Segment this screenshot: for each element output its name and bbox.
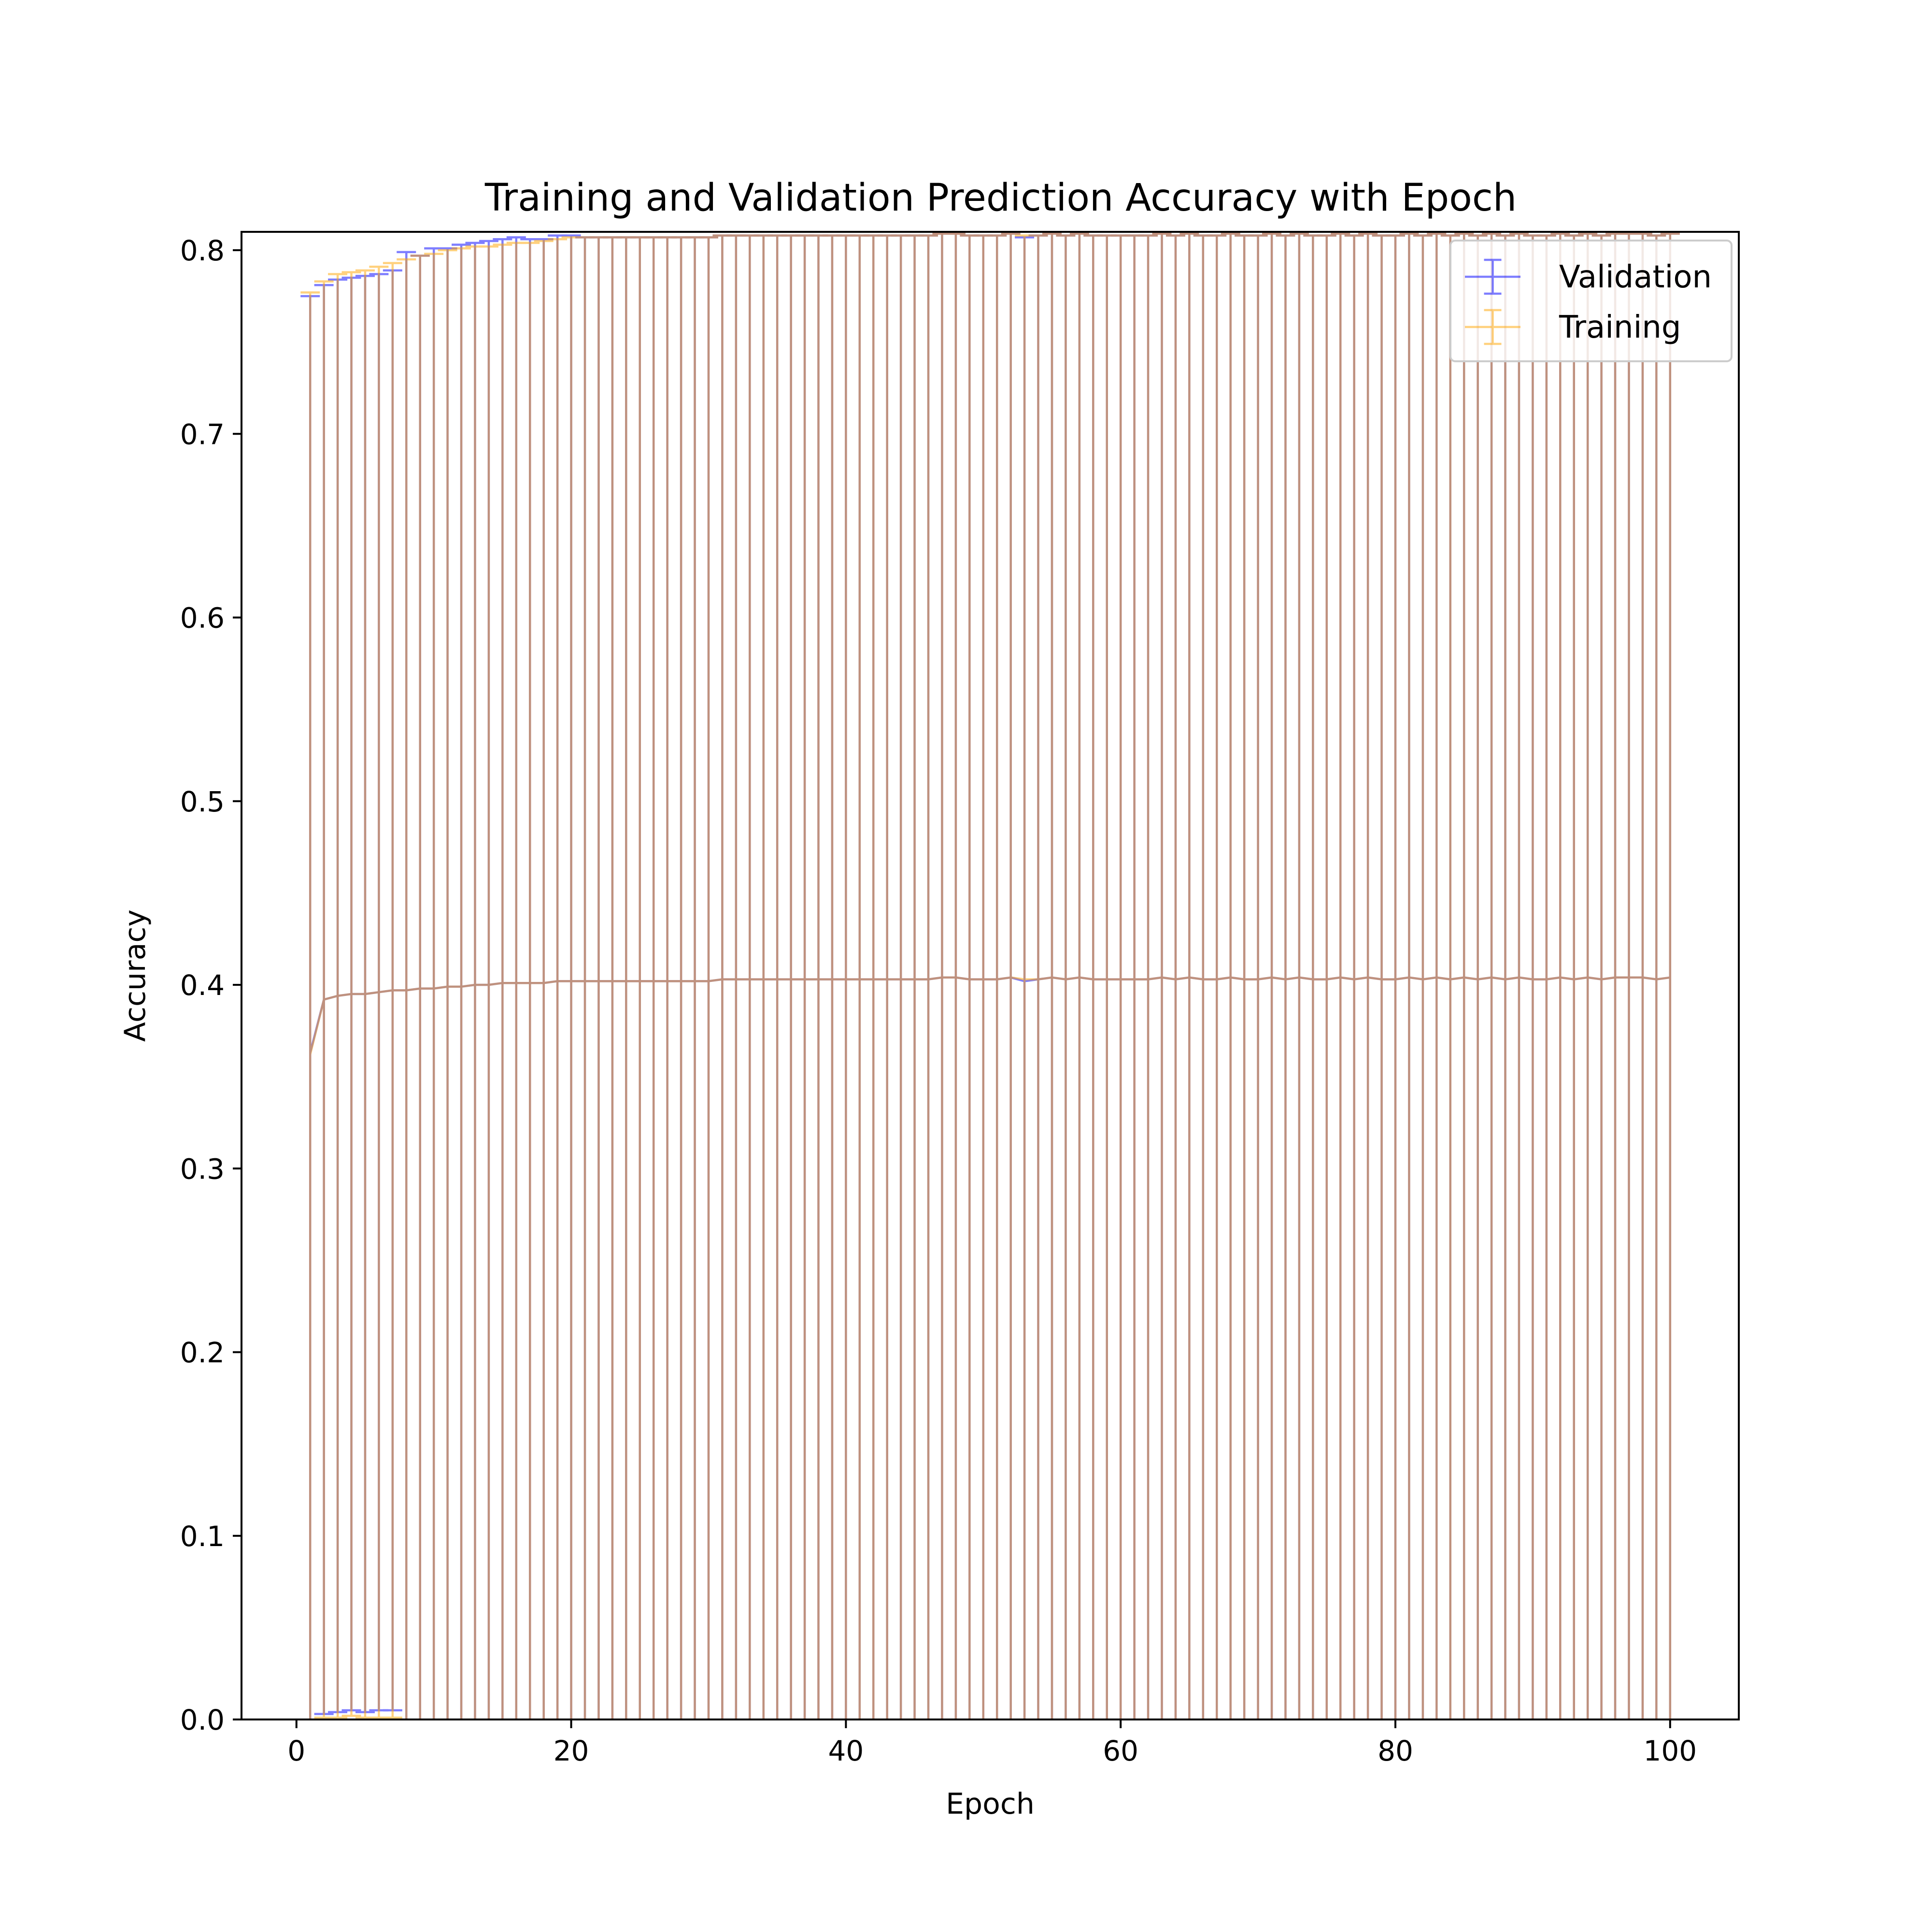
legend-box bbox=[1449, 240, 1733, 362]
y-tick-label: 0.4 bbox=[180, 969, 225, 1002]
x-tick-label: 80 bbox=[1378, 1734, 1413, 1767]
x-tick-label: 0 bbox=[287, 1734, 305, 1767]
x-axis-label: Epoch bbox=[946, 1787, 1035, 1821]
y-tick-label: 0.6 bbox=[180, 602, 225, 635]
legend-label-training: Training bbox=[1559, 310, 1681, 345]
y-tick-label: 0.7 bbox=[180, 418, 225, 451]
x-tick-label: 100 bbox=[1643, 1734, 1697, 1767]
y-tick-label: 0.1 bbox=[180, 1520, 225, 1553]
axes-frame bbox=[241, 231, 1740, 1720]
y-axis: 0.0 0.1 0.2 0.3 0.4 0.5 0.6 0.7 0.8 bbox=[180, 234, 242, 1736]
x-tick-label: 20 bbox=[554, 1734, 589, 1767]
plot-area bbox=[300, 232, 1680, 1719]
y-tick-label: 0.8 bbox=[180, 234, 225, 267]
legend-handle-validation bbox=[1465, 258, 1520, 295]
y-axis-label: Accuracy bbox=[118, 909, 152, 1042]
legend-handle-training bbox=[1465, 309, 1520, 345]
y-tick-label: 0.2 bbox=[180, 1336, 225, 1369]
x-tick-label: 40 bbox=[828, 1734, 864, 1767]
legend: Validation Training bbox=[1449, 240, 1733, 362]
legend-label-validation: Validation bbox=[1559, 259, 1712, 295]
y-tick-label: 0.0 bbox=[180, 1704, 225, 1736]
series-line bbox=[309, 976, 1671, 1055]
chart-title: Training and Validation Prediction Accur… bbox=[484, 176, 1517, 220]
x-tick-label: 60 bbox=[1103, 1734, 1138, 1767]
x-axis: 0 20 40 60 80 100 bbox=[287, 1719, 1697, 1767]
series-training bbox=[300, 232, 1680, 1719]
y-tick-label: 0.5 bbox=[180, 785, 225, 818]
y-tick-label: 0.3 bbox=[180, 1152, 225, 1185]
